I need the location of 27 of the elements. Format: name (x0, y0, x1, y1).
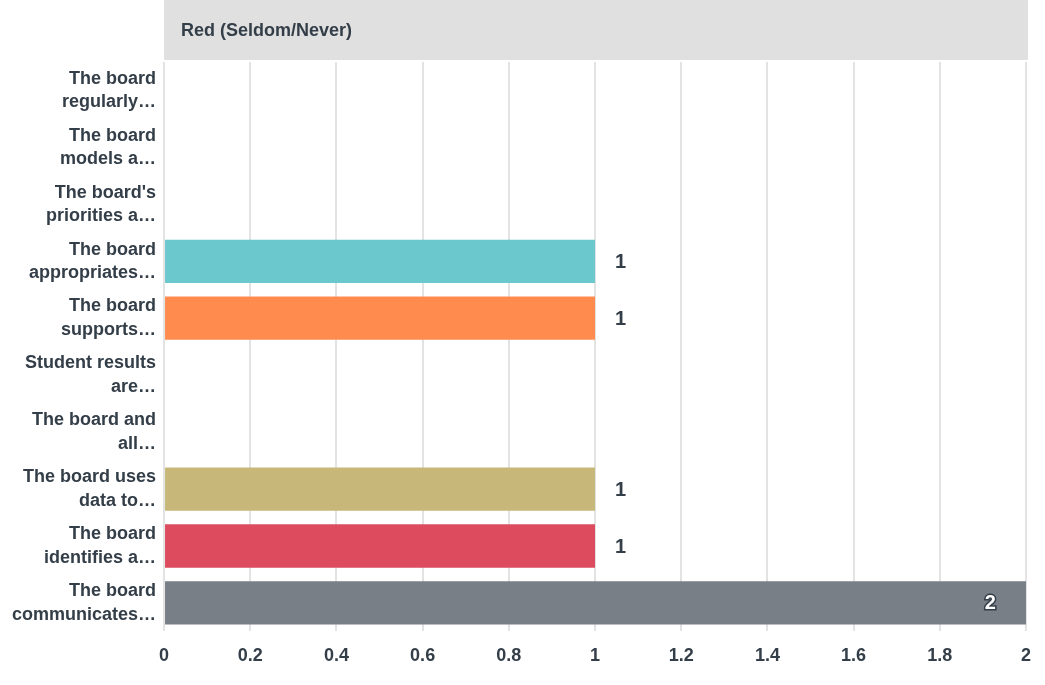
y-tick-label: The board identifies a… (44, 523, 157, 567)
y-tick-label: The board supports… (61, 295, 157, 339)
data-label: 1 (615, 249, 627, 272)
x-tick-label: 0.8 (496, 645, 522, 666)
x-tick-label: 1.6 (841, 645, 867, 666)
x-tick-label: 0.4 (323, 645, 349, 666)
x-tick-label: 1.4 (754, 645, 780, 666)
x-tick-label: 0 (159, 645, 170, 666)
data-label: 2 (984, 591, 996, 614)
data-label: 1 (615, 306, 627, 329)
x-tick-label: 1.8 (927, 645, 953, 666)
y-tick-label: The board's priorities a… (46, 181, 157, 226)
x-tick-label: 0.2 (237, 645, 263, 666)
y-tick-label: The board models a… (60, 124, 157, 169)
y-tick-label: Student results are… (25, 352, 157, 396)
data-label: 1 (615, 534, 627, 557)
y-tick-label: The board regularly… (62, 67, 157, 112)
y-tick-label: The board communicates… (12, 580, 157, 624)
data-label: 1 (615, 477, 627, 500)
y-tick-label: The board appropriates… (29, 238, 157, 282)
x-tick-label: 0.6 (410, 645, 436, 666)
chart-title: Red (Seldom/Never) (181, 19, 353, 40)
x-tick-label: 1 (590, 645, 601, 666)
y-tick-label: The board and all… (32, 409, 157, 453)
y-tick-label: The board uses data to… (23, 466, 157, 510)
x-tick-label: 2 (1020, 645, 1031, 666)
x-tick-label: 1.2 (668, 645, 694, 666)
